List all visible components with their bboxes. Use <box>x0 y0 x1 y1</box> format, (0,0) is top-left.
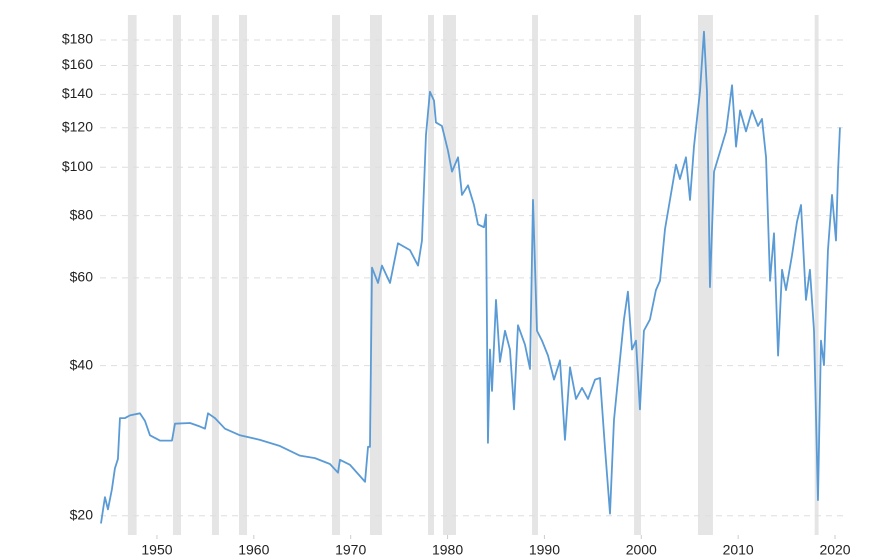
x-tick-label: 1970 <box>335 542 366 558</box>
y-tick-label: $120 <box>62 118 93 134</box>
x-tick-label: 1950 <box>141 542 172 558</box>
shaded-band <box>369 15 382 535</box>
y-tick-label: $180 <box>62 31 93 47</box>
y-tick-label: $100 <box>62 158 93 174</box>
y-tick-label: $160 <box>62 56 93 72</box>
x-tick-label: 1990 <box>529 542 560 558</box>
x-tick-label: 2020 <box>819 542 850 558</box>
price-line <box>100 30 841 524</box>
y-tick-label: $80 <box>70 206 94 222</box>
x-tick-label: 2010 <box>723 542 754 558</box>
shaded-band <box>331 15 341 535</box>
x-tick-label: 2000 <box>626 542 657 558</box>
y-tick-label: $40 <box>70 356 94 372</box>
shaded-band <box>634 15 641 535</box>
y-tick-label: $20 <box>70 506 94 522</box>
shaded-band <box>443 15 456 535</box>
x-tick-label: 1980 <box>432 542 463 558</box>
shaded-band <box>172 15 181 535</box>
y-tick-label: $140 <box>62 85 93 101</box>
y-tick-label: $60 <box>70 269 94 285</box>
x-tick-label: 1960 <box>238 542 269 558</box>
shaded-band <box>697 15 713 535</box>
shaded-band <box>239 15 248 535</box>
shaded-band <box>127 15 137 535</box>
shaded-band <box>814 15 819 535</box>
shaded-band <box>211 15 219 535</box>
shaded-band <box>427 15 434 535</box>
